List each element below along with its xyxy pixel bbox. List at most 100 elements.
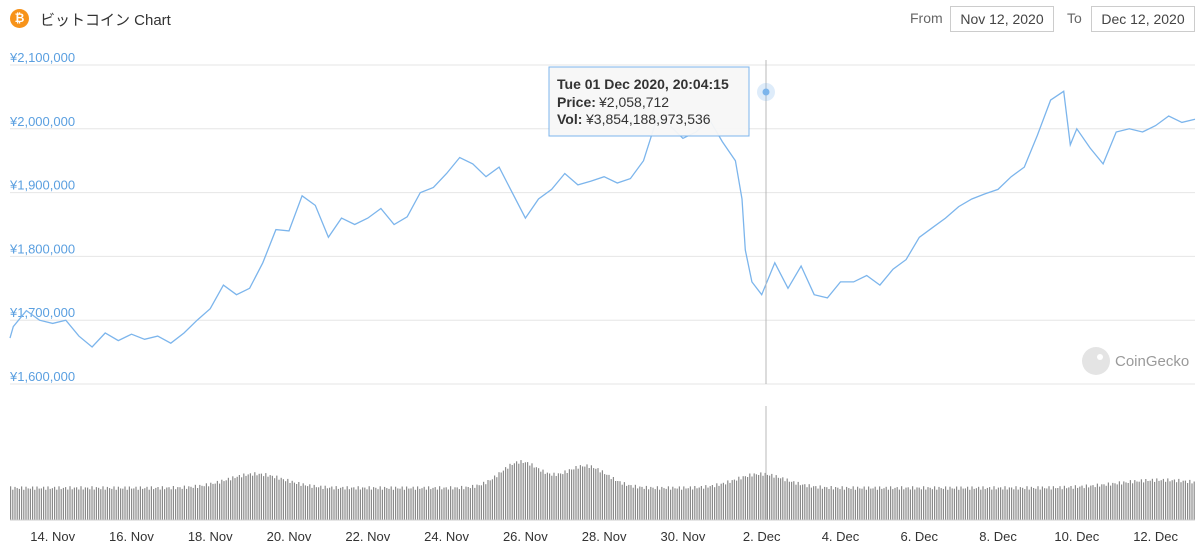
volume-bar (315, 487, 317, 520)
volume-bar (898, 489, 900, 520)
volume-bar (619, 481, 621, 520)
x-tick-label: 2. Dec (743, 529, 781, 544)
volume-bar (505, 467, 507, 520)
volume-bar (725, 484, 727, 520)
volume-bar (1112, 482, 1114, 520)
volume-bar (533, 467, 535, 520)
volume-bar (225, 480, 227, 520)
from-date-input[interactable]: Nov 12, 2020 (950, 6, 1054, 32)
volume-bar (685, 488, 687, 520)
to-date-input[interactable]: Dec 12, 2020 (1091, 6, 1195, 32)
volume-bar (896, 487, 898, 520)
volume-bar (285, 481, 287, 520)
volume-bar (454, 487, 456, 520)
volume-bar (887, 489, 889, 520)
volume-bar (1026, 486, 1028, 520)
volume-bar (804, 484, 806, 520)
volume-bar (1083, 488, 1085, 520)
volume-bar (199, 484, 201, 520)
y-tick-label: ¥1,900,000 (9, 178, 75, 193)
volume-bar (82, 489, 84, 520)
volume-bar (491, 479, 493, 520)
volume-bar (175, 489, 177, 520)
volume-bar (346, 486, 348, 520)
x-tick-label: 4. Dec (822, 529, 860, 544)
volume-bar (318, 487, 320, 520)
hover-point[interactable] (762, 88, 770, 96)
volume-bar (1165, 481, 1167, 520)
volume-bar (463, 489, 465, 520)
volume-bar (876, 489, 878, 520)
volume-bar (729, 482, 731, 520)
volume-bar (916, 487, 918, 520)
y-tick-label: ¥2,100,000 (9, 50, 75, 65)
volume-bar (606, 474, 608, 520)
volume-bar (923, 486, 925, 520)
volume-bar (153, 489, 155, 520)
volume-bar (1184, 480, 1186, 520)
volume-bar (509, 463, 511, 520)
volume-bar (901, 486, 903, 520)
volume-bar (1167, 478, 1169, 520)
volume-bar (953, 488, 955, 520)
volume-bar (230, 480, 232, 520)
volume-bar (1035, 488, 1037, 520)
volume-bar (1176, 482, 1178, 520)
volume-bar (287, 478, 289, 520)
volume-bar (1041, 486, 1043, 520)
volume-bar (392, 489, 394, 520)
x-tick-label: 20. Nov (267, 529, 312, 544)
volume-bar (197, 488, 199, 520)
gecko-icon (1082, 347, 1110, 375)
volume-bar (951, 488, 953, 520)
volume-bar (34, 489, 36, 520)
volume-bar (773, 477, 775, 520)
volume-bar (324, 485, 326, 520)
volume-bar (302, 483, 304, 520)
volume-bar (571, 469, 573, 520)
volume-bar (1085, 484, 1087, 520)
volume-bar (194, 484, 196, 520)
volume-bar (122, 488, 124, 520)
volume-bar (280, 477, 282, 520)
volume-bar (1182, 480, 1184, 520)
volume-bar (828, 489, 830, 520)
volume-bar (584, 466, 586, 520)
volume-bar (793, 481, 795, 520)
volume-bar (608, 474, 610, 520)
volume-bar (65, 487, 67, 520)
volume-bar (676, 488, 678, 520)
volume-bar (236, 476, 238, 520)
bitcoin-icon: ₿ (10, 9, 29, 28)
volume-bar (546, 472, 548, 520)
volume-bar (1180, 482, 1182, 520)
volume-bar (10, 486, 12, 520)
volume-bar (788, 481, 790, 520)
volume-bar (920, 489, 922, 520)
volume-bar (1173, 479, 1175, 520)
volume-bar (214, 483, 216, 520)
volume-bar (71, 489, 73, 520)
volume-bar (639, 486, 641, 520)
volume-bar (49, 488, 51, 520)
volume-bar (131, 488, 133, 520)
volume-bar (769, 475, 771, 520)
volume-bar (659, 489, 661, 520)
volume-bar (549, 473, 551, 520)
volume-bar (401, 486, 403, 520)
volume-bar (637, 488, 639, 520)
price-series-line[interactable] (9, 90, 1196, 348)
volume-bar (282, 479, 284, 520)
volume-bar (810, 487, 812, 520)
volume-bar (621, 484, 623, 520)
volume-bar (40, 488, 42, 520)
volume-bar (667, 486, 669, 520)
volume-bar (91, 486, 93, 520)
volume-bar (1063, 485, 1065, 520)
volume-bar (903, 489, 905, 520)
volume-bar (775, 475, 777, 520)
volume-bar (531, 463, 533, 520)
volume-bar (956, 486, 958, 520)
volume-bar (722, 482, 724, 520)
